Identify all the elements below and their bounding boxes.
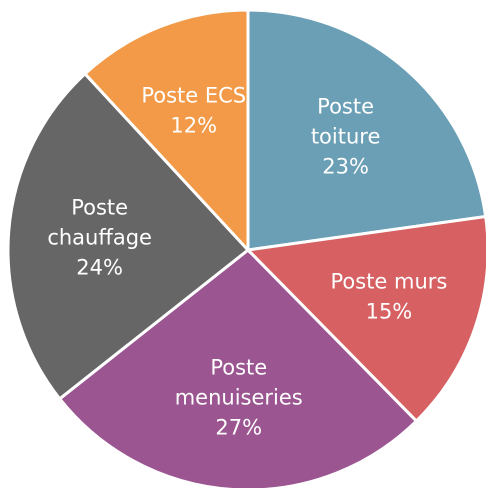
label-line: Poste: [317, 95, 374, 119]
slice-label: Poste ECS: [141, 83, 246, 107]
pie-slice: [82, 8, 250, 254]
slice-label: Poste menuiseries: [175, 356, 303, 410]
label-line: chauffage: [47, 225, 152, 249]
pie-slice: [244, 214, 486, 424]
pie-slice: [246, 8, 486, 252]
value-label: 27%: [215, 416, 262, 440]
slice-label: Poste chauffage: [47, 195, 152, 249]
slice-label: Poste murs: [330, 270, 447, 294]
pie-slice: [57, 247, 419, 488]
label-line: toiture: [311, 125, 381, 149]
label-line: Poste: [71, 195, 128, 219]
label-line: menuiseries: [175, 386, 303, 410]
pie-slice: [6, 71, 251, 401]
value-label: 23%: [322, 155, 369, 179]
value-label: 12%: [170, 113, 217, 137]
value-label: 15%: [366, 300, 413, 324]
label-line: Poste: [210, 356, 267, 380]
slice-label: Poste toiture: [311, 95, 381, 149]
value-label: 24%: [76, 255, 123, 279]
